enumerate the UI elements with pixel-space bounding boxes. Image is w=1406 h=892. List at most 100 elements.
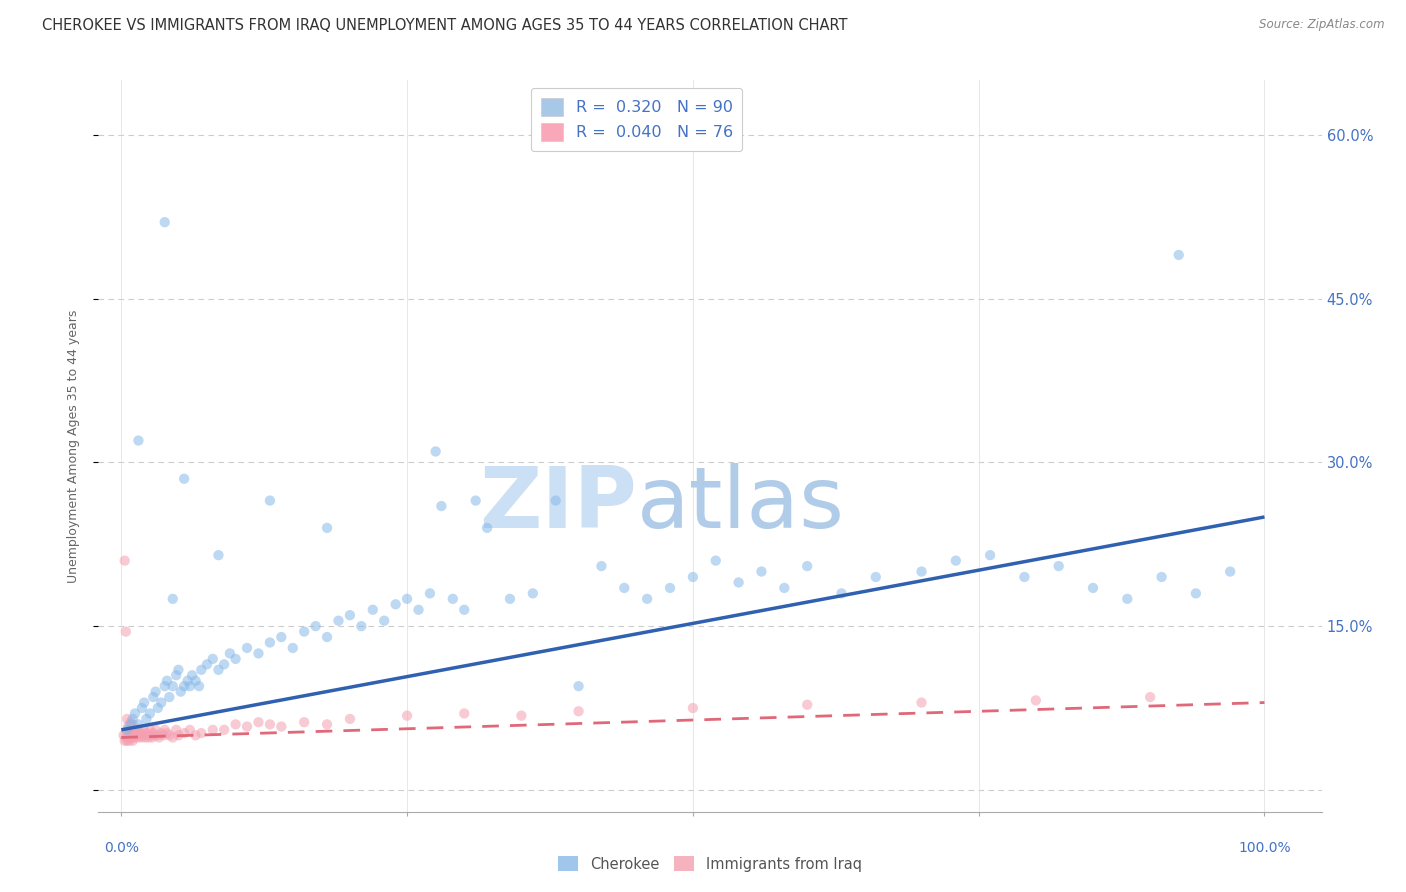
Point: [114, 554, 136, 568]
Point: [682, 701, 704, 715]
Point: [316, 630, 339, 644]
Point: [184, 728, 207, 742]
Point: [134, 696, 156, 710]
Point: [176, 673, 198, 688]
Point: [225, 717, 247, 731]
Point: [173, 472, 195, 486]
Point: [207, 663, 229, 677]
Point: [131, 701, 153, 715]
Point: [128, 728, 150, 742]
Point: [179, 723, 201, 737]
Point: [727, 575, 749, 590]
Point: [152, 728, 174, 742]
Point: [396, 708, 419, 723]
Point: [153, 215, 176, 229]
Point: [865, 570, 887, 584]
Point: [121, 723, 143, 737]
Point: [373, 614, 395, 628]
Point: [118, 723, 141, 737]
Point: [135, 712, 157, 726]
Point: [125, 728, 148, 742]
Point: [127, 731, 149, 745]
Point: [831, 586, 853, 600]
Point: [751, 565, 773, 579]
Point: [150, 696, 173, 710]
Point: [135, 726, 157, 740]
Point: [138, 731, 160, 745]
Point: [979, 548, 1001, 562]
Point: [121, 733, 143, 747]
Point: [132, 728, 155, 742]
Point: [236, 640, 259, 655]
Point: [143, 728, 166, 742]
Point: [522, 586, 544, 600]
Point: [150, 726, 173, 740]
Point: [131, 731, 153, 745]
Point: [165, 668, 187, 682]
Point: [1150, 570, 1173, 584]
Text: 0.0%: 0.0%: [104, 841, 139, 855]
Point: [796, 559, 818, 574]
Point: [162, 591, 184, 606]
Point: [170, 684, 193, 698]
Point: [475, 521, 498, 535]
Point: [139, 728, 162, 742]
Point: [115, 712, 138, 726]
Point: [339, 712, 361, 726]
Point: [361, 603, 384, 617]
Point: [339, 608, 361, 623]
Point: [212, 657, 235, 672]
Point: [190, 663, 212, 677]
Point: [270, 630, 292, 644]
Point: [117, 720, 139, 734]
Point: [945, 554, 967, 568]
Point: [167, 728, 190, 742]
Point: [201, 723, 224, 737]
Point: [118, 733, 141, 747]
Point: [1219, 565, 1241, 579]
Point: [453, 603, 475, 617]
Point: [328, 614, 350, 628]
Point: [179, 679, 201, 693]
Point: [1185, 586, 1208, 600]
Point: [121, 717, 143, 731]
Point: [139, 723, 162, 737]
Point: [181, 668, 204, 682]
Point: [146, 701, 169, 715]
Point: [316, 717, 339, 731]
Point: [510, 708, 533, 723]
Point: [292, 624, 315, 639]
Text: atlas: atlas: [637, 463, 845, 546]
Point: [120, 715, 142, 730]
Point: [259, 493, 281, 508]
Point: [162, 731, 184, 745]
Point: [225, 652, 247, 666]
Point: [201, 652, 224, 666]
Point: [127, 723, 149, 737]
Y-axis label: Unemployment Among Ages 35 to 44 years: Unemployment Among Ages 35 to 44 years: [67, 310, 80, 582]
Point: [157, 728, 180, 742]
Point: [316, 521, 339, 535]
Text: CHEROKEE VS IMMIGRANTS FROM IRAQ UNEMPLOYMENT AMONG AGES 35 TO 44 YEARS CORRELAT: CHEROKEE VS IMMIGRANTS FROM IRAQ UNEMPLO…: [42, 18, 848, 33]
Point: [134, 723, 156, 737]
Point: [115, 624, 138, 639]
Point: [136, 728, 159, 742]
Point: [773, 581, 796, 595]
Point: [127, 717, 149, 731]
Point: [430, 499, 453, 513]
Point: [1167, 248, 1189, 262]
Point: [120, 731, 142, 745]
Point: [704, 554, 727, 568]
Point: [613, 581, 636, 595]
Point: [122, 726, 145, 740]
Point: [115, 733, 138, 747]
Point: [682, 570, 704, 584]
Point: [350, 619, 373, 633]
Point: [1025, 693, 1047, 707]
Point: [139, 706, 162, 721]
Point: [259, 717, 281, 731]
Point: [188, 679, 211, 693]
Point: [117, 731, 139, 745]
Point: [1116, 591, 1139, 606]
Point: [636, 591, 658, 606]
